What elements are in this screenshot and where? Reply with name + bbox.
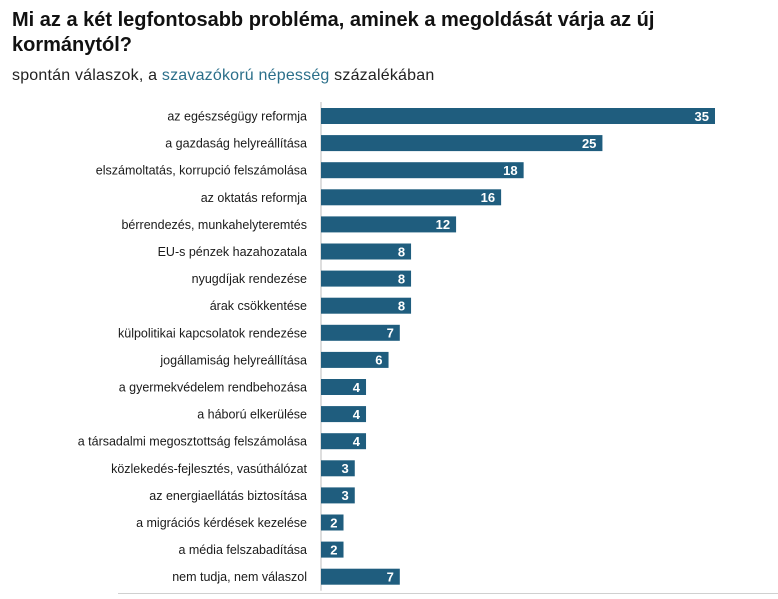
bar: [321, 324, 400, 341]
bar: [321, 216, 457, 233]
value-label: 4: [353, 434, 361, 449]
category-label: jogállamiság helyreállítása: [159, 353, 307, 367]
bar: [321, 189, 502, 206]
value-label: 4: [353, 407, 361, 422]
value-label: 4: [353, 380, 361, 395]
category-label: a társadalmi megosztottság felszámolása: [78, 435, 307, 449]
value-label: 16: [481, 190, 495, 205]
value-label: 8: [398, 244, 405, 259]
subtitle-suffix: százalékában: [329, 67, 435, 84]
value-label: 8: [398, 271, 405, 286]
value-label: 2: [330, 542, 337, 557]
bar: [321, 135, 603, 152]
category-label: bérrendezés, munkahelyteremtés: [121, 218, 307, 232]
value-label: 12: [436, 217, 450, 232]
chart-title: Mi az a két legfontosabb probléma, amine…: [12, 9, 655, 56]
category-label: a migrációs kérdések kezelése: [136, 516, 307, 530]
value-label: 3: [342, 461, 349, 476]
category-label: árak csökkentése: [210, 299, 307, 313]
category-label: külpolitikai kapcsolatok rendezése: [118, 326, 307, 340]
bar: [321, 162, 524, 179]
bar: [321, 541, 344, 558]
bottom-divider: [118, 593, 778, 594]
bar: [321, 243, 412, 260]
bar: [321, 568, 400, 585]
category-label: az egészségügy reformja: [167, 110, 307, 124]
value-label: 2: [330, 515, 337, 530]
category-label: a háború elkerülése: [197, 408, 307, 422]
bar: [321, 514, 344, 531]
value-label: 35: [695, 109, 709, 124]
value-label: 6: [375, 353, 382, 368]
bar: [321, 406, 367, 423]
category-label: a gazdaság helyreállítása: [165, 137, 307, 151]
category-label: nyugdíjak rendezése: [192, 272, 307, 286]
category-label: elszámoltatás, korrupció felszámolása: [96, 164, 307, 178]
category-label: a média felszabadítása: [178, 543, 307, 557]
value-label: 25: [582, 136, 596, 151]
category-label: közlekedés-fejlesztés, vasúthálózat: [111, 462, 307, 476]
bar: [321, 351, 389, 368]
value-label: 7: [387, 570, 394, 585]
value-label: 3: [342, 488, 349, 503]
bar: [321, 433, 367, 450]
bar: [321, 379, 367, 395]
category-label: az oktatás reformja: [201, 191, 307, 205]
subtitle-highlight: szavazókorú népesség: [161, 67, 330, 84]
bar: [321, 487, 355, 504]
chart-subtitle: spontán válaszok, a szavazókorú népesség…: [12, 66, 434, 86]
subtitle-prefix: spontán válaszok, a: [12, 67, 162, 84]
category-label: az energiaellátás biztosítása: [149, 489, 307, 503]
bar: [321, 460, 355, 477]
category-label: EU-s pénzek hazahozatala: [158, 245, 307, 259]
value-label: 18: [503, 163, 517, 178]
category-label: nem tudja, nem válaszol: [172, 570, 307, 584]
value-label: 7: [387, 326, 394, 341]
value-label: 8: [398, 299, 405, 314]
bar: [321, 108, 715, 124]
category-label: a gyermekvédelem rendbehozása: [119, 381, 307, 395]
bar: [321, 297, 412, 314]
bar: [321, 270, 412, 287]
